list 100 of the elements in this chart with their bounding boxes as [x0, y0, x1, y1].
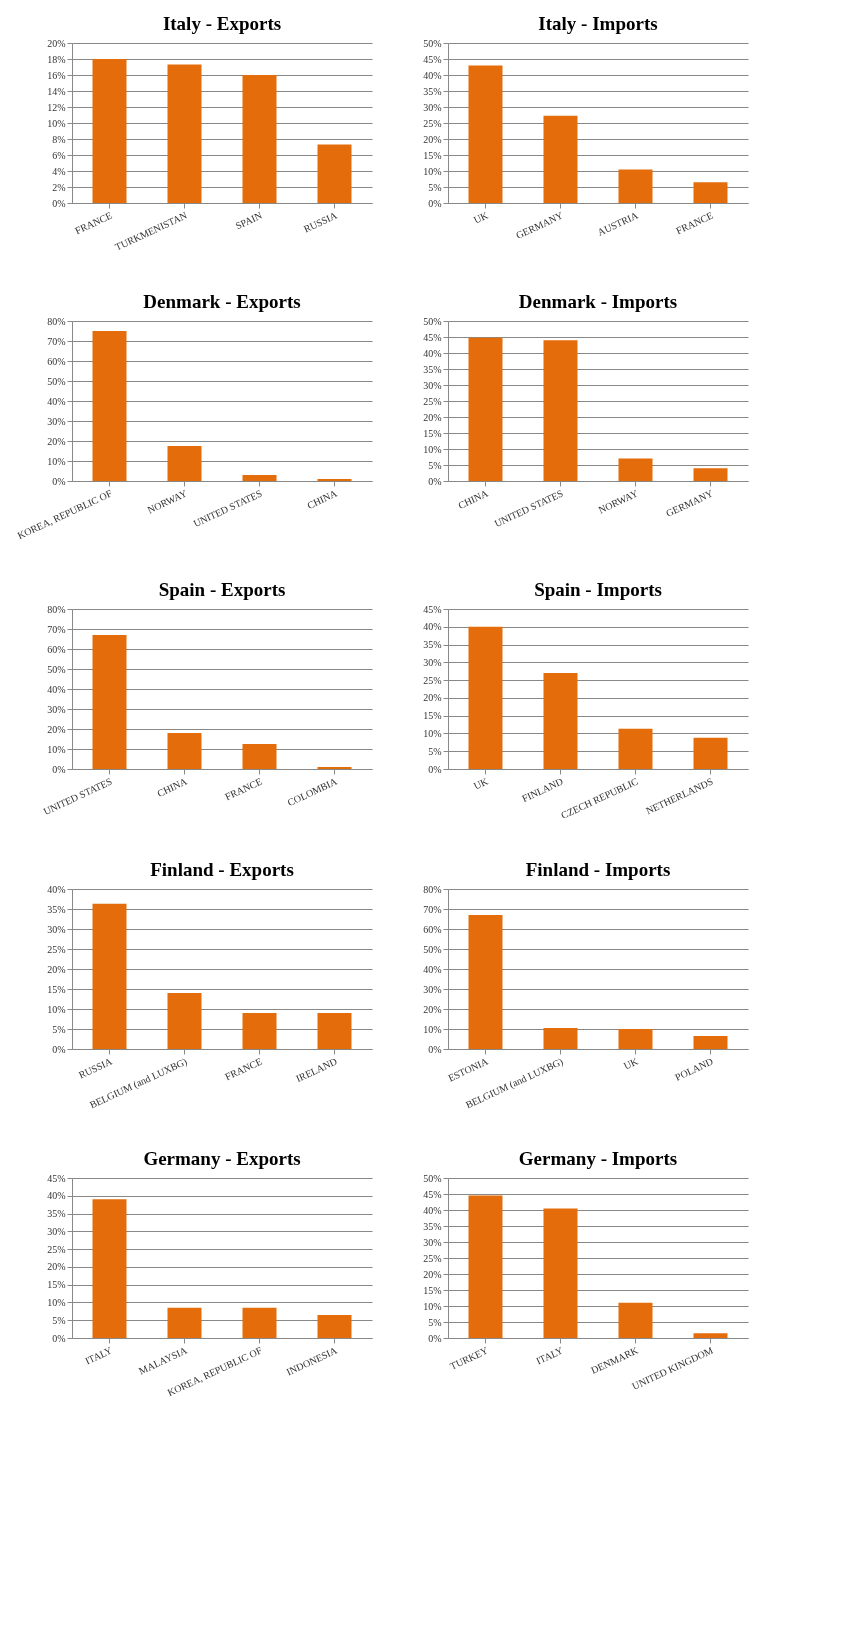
y-tick-label: 40% [47, 883, 66, 895]
y-tick-label: 60% [47, 643, 66, 655]
bar [468, 1195, 503, 1338]
y-tick-label: 20% [423, 1268, 442, 1280]
chart-title: Finland - Imports [525, 859, 671, 880]
bar [543, 340, 578, 481]
y-tick-label: 20% [423, 411, 442, 423]
y-tick-label: 45% [423, 331, 442, 343]
y-tick-label: 40% [423, 69, 442, 81]
y-tick-label: 40% [423, 1204, 442, 1216]
bar [618, 1029, 653, 1049]
y-tick-label: 10% [423, 165, 442, 177]
y-tick-label: 10% [47, 117, 66, 129]
x-tick-label: CHINA [155, 775, 190, 799]
bar [92, 903, 127, 1049]
y-tick-label: 15% [423, 1284, 442, 1296]
y-tick-label: 70% [47, 335, 66, 347]
y-tick-label: 0% [52, 1332, 66, 1344]
y-tick-label: 25% [423, 117, 442, 129]
y-tick-label: 10% [423, 443, 442, 455]
y-tick-label: 5% [428, 1316, 442, 1328]
y-tick-label: 60% [423, 923, 442, 935]
x-tick-label: SPAIN [233, 209, 264, 232]
y-tick-label: 16% [47, 69, 66, 81]
y-tick-label: 30% [423, 983, 442, 995]
y-tick-label: 15% [423, 427, 442, 439]
bar [468, 337, 503, 481]
y-tick-label: 12% [47, 101, 66, 113]
bar [242, 1307, 277, 1338]
y-tick-label: 40% [47, 683, 66, 695]
bar [693, 737, 728, 769]
chart-title: Denmark - Imports [518, 291, 678, 312]
bar [468, 65, 503, 203]
y-tick-label: 0% [52, 475, 66, 487]
bar [242, 1013, 277, 1049]
chart-title: Spain - Exports [158, 579, 286, 600]
bar [693, 1333, 728, 1338]
x-tick-label: CHINA [456, 487, 491, 511]
y-tick-label: 45% [423, 1188, 442, 1200]
bar [618, 458, 653, 481]
bar [693, 1036, 728, 1049]
y-tick-label: 0% [52, 197, 66, 209]
bar [693, 468, 728, 481]
y-tick-label: 20% [47, 963, 66, 975]
y-tick-label: 35% [423, 85, 442, 97]
y-tick-label: 20% [423, 133, 442, 145]
y-tick-label: 45% [423, 53, 442, 65]
y-tick-label: 6% [52, 149, 66, 161]
y-tick-label: 70% [47, 623, 66, 635]
y-tick-label: 80% [423, 883, 442, 895]
y-tick-label: 5% [52, 1023, 66, 1035]
y-tick-label: 50% [47, 663, 66, 675]
y-tick-label: 0% [52, 763, 66, 775]
y-tick-label: 50% [423, 315, 442, 327]
y-tick-label: 5% [428, 745, 442, 757]
x-tick-label: UK [621, 1055, 641, 1072]
y-tick-label: 40% [423, 963, 442, 975]
bar [317, 1013, 352, 1049]
y-tick-label: 30% [47, 923, 66, 935]
y-tick-label: 18% [47, 53, 66, 65]
y-tick-label: 25% [423, 674, 442, 686]
bar [92, 59, 127, 203]
y-tick-label: 5% [428, 459, 442, 471]
chart-title: Denmark - Exports [143, 291, 301, 312]
bar [543, 1208, 578, 1338]
x-tick-label: UK [471, 209, 491, 226]
y-tick-label: 0% [428, 1043, 442, 1055]
y-tick-label: 8% [52, 133, 66, 145]
y-tick-label: 50% [423, 1172, 442, 1184]
y-tick-label: 30% [423, 1236, 442, 1248]
chart-title: Italy - Imports [538, 13, 658, 34]
x-tick-label: ITALY [83, 1344, 114, 1367]
y-tick-label: 30% [47, 1225, 66, 1237]
y-tick-label: 10% [423, 1300, 442, 1312]
y-tick-label: 45% [423, 603, 442, 615]
y-tick-label: 15% [423, 149, 442, 161]
bar [167, 446, 202, 481]
bar [468, 626, 503, 769]
bar [242, 744, 277, 769]
y-tick-label: 35% [423, 363, 442, 375]
y-tick-label: 10% [47, 1003, 66, 1015]
y-tick-label: 35% [423, 639, 442, 651]
bar [317, 144, 352, 203]
y-tick-label: 40% [423, 621, 442, 633]
bar [693, 182, 728, 203]
y-tick-label: 14% [47, 85, 66, 97]
y-tick-label: 20% [423, 692, 442, 704]
y-tick-label: 40% [423, 347, 442, 359]
y-tick-label: 50% [423, 37, 442, 49]
y-tick-label: 50% [47, 375, 66, 387]
y-tick-label: 20% [47, 723, 66, 735]
y-tick-label: 10% [47, 1296, 66, 1308]
y-tick-label: 2% [52, 181, 66, 193]
y-tick-label: 0% [428, 763, 442, 775]
y-tick-label: 80% [47, 315, 66, 327]
y-tick-label: 35% [47, 1208, 66, 1220]
bar [92, 331, 127, 481]
bar [618, 169, 653, 203]
y-tick-label: 30% [47, 703, 66, 715]
bar [618, 728, 653, 769]
